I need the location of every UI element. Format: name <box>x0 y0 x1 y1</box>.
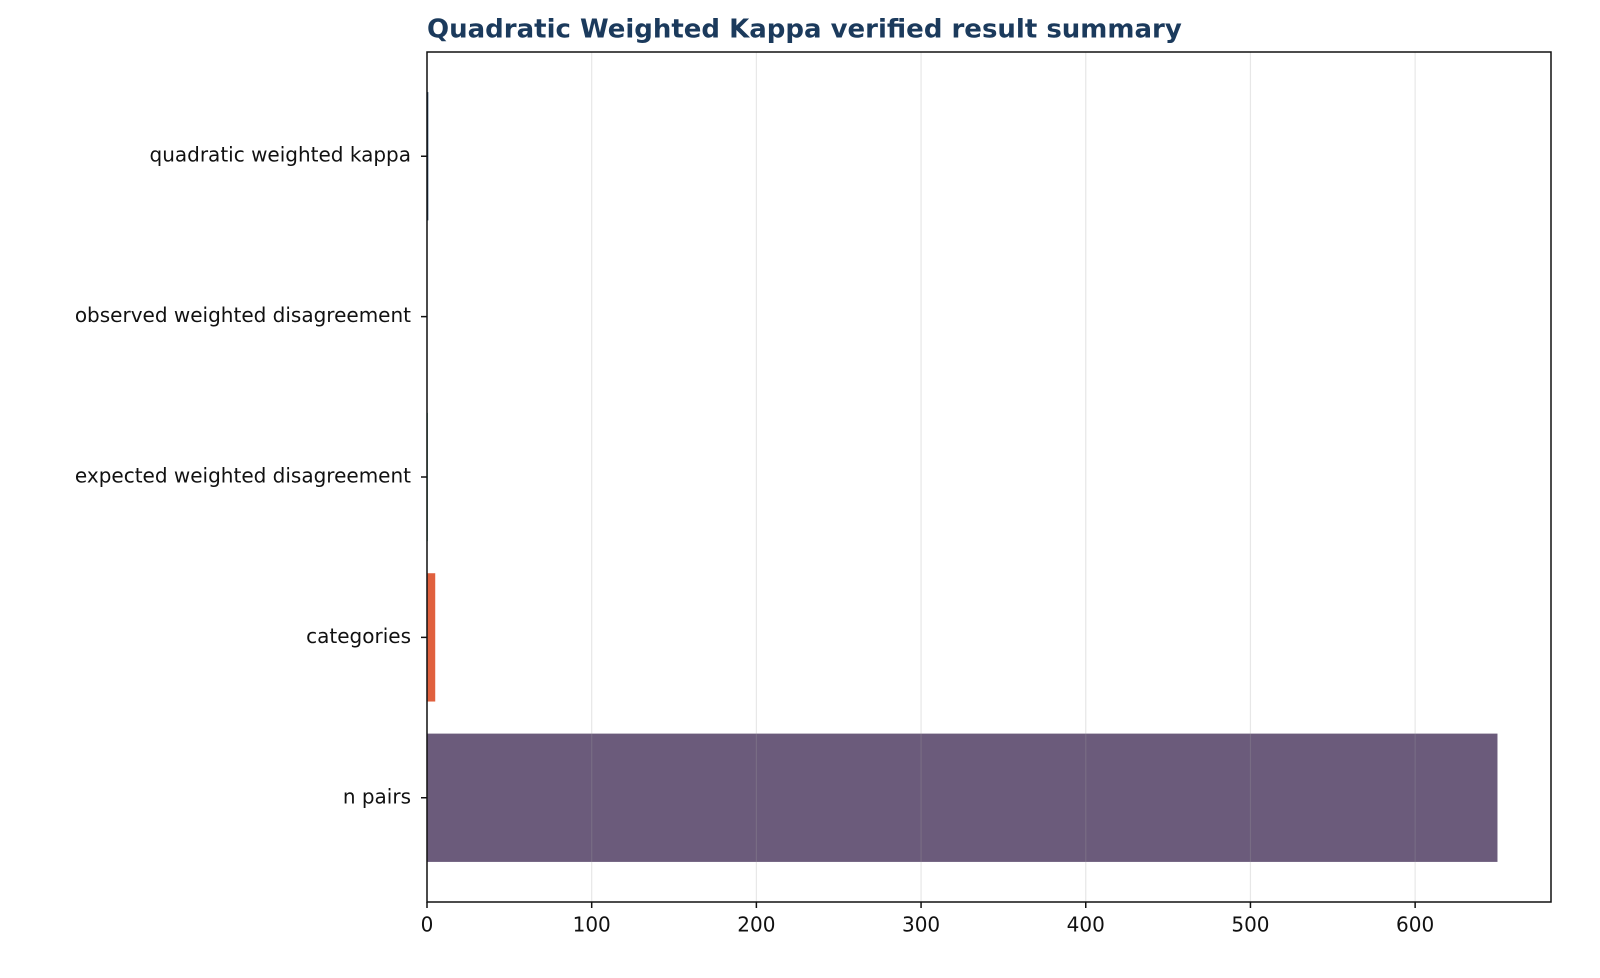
chart-title: Quadratic Weighted Kappa verified result… <box>427 15 1182 45</box>
x-tick-label: 600 <box>1396 913 1434 937</box>
bar <box>427 573 436 702</box>
x-tick-label: 100 <box>573 913 611 937</box>
x-tick-label: 200 <box>737 913 775 937</box>
y-tick-label: n pairs <box>343 784 411 808</box>
x-tick-label: 300 <box>902 913 940 937</box>
y-tick-label: categories <box>306 624 411 648</box>
x-tick-label: 0 <box>421 913 434 937</box>
y-tick-label: expected weighted disagreement <box>75 464 411 488</box>
bar <box>427 733 1498 862</box>
y-tick-label: quadratic weighted kappa <box>150 143 411 167</box>
y-tick-label: observed weighted disagreement <box>75 303 411 327</box>
plot-frame <box>426 51 1552 903</box>
x-tick-label: 400 <box>1067 913 1105 937</box>
x-tick-label: 500 <box>1231 913 1269 937</box>
